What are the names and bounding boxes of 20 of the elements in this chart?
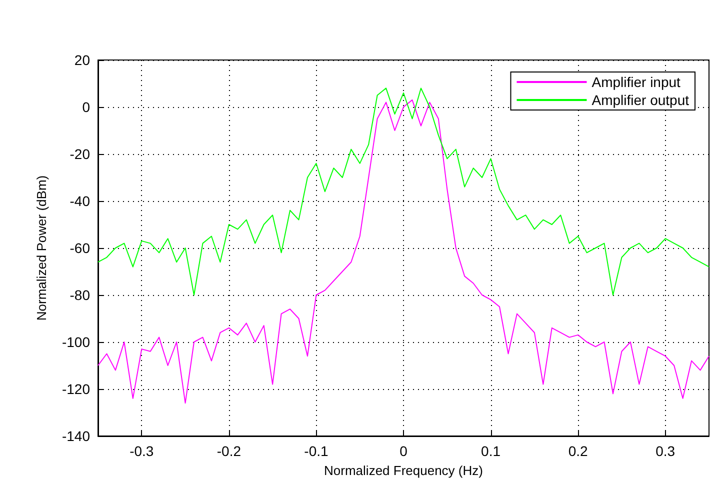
- x-tick-label: -0.3: [130, 443, 154, 459]
- y-tick-label: 20: [74, 52, 90, 68]
- x-tick-label: 0.3: [656, 443, 676, 459]
- y-tick-label: -80: [70, 287, 90, 303]
- legend-label: Amplifier input: [592, 74, 681, 90]
- y-axis-title: Normalized Power (dBm): [34, 175, 49, 321]
- x-tick-label: 0: [400, 443, 408, 459]
- y-tick-label: -140: [62, 428, 90, 444]
- y-tick-label: -40: [70, 193, 90, 209]
- x-tick-label: -0.2: [216, 443, 242, 459]
- y-tick-label: -60: [70, 240, 90, 256]
- y-tick-label: 0: [82, 99, 90, 115]
- y-tick-label: -120: [62, 381, 90, 397]
- y-tick-label: -20: [70, 146, 90, 162]
- x-axis-title: Normalized Frequency (Hz): [324, 463, 483, 478]
- y-tick-label: -100: [62, 334, 90, 350]
- legend-label: Amplifier output: [592, 92, 690, 108]
- x-tick-label: 0.1: [481, 443, 501, 459]
- x-tick-label: -0.1: [304, 443, 328, 459]
- x-tick-label: 0.2: [568, 443, 588, 459]
